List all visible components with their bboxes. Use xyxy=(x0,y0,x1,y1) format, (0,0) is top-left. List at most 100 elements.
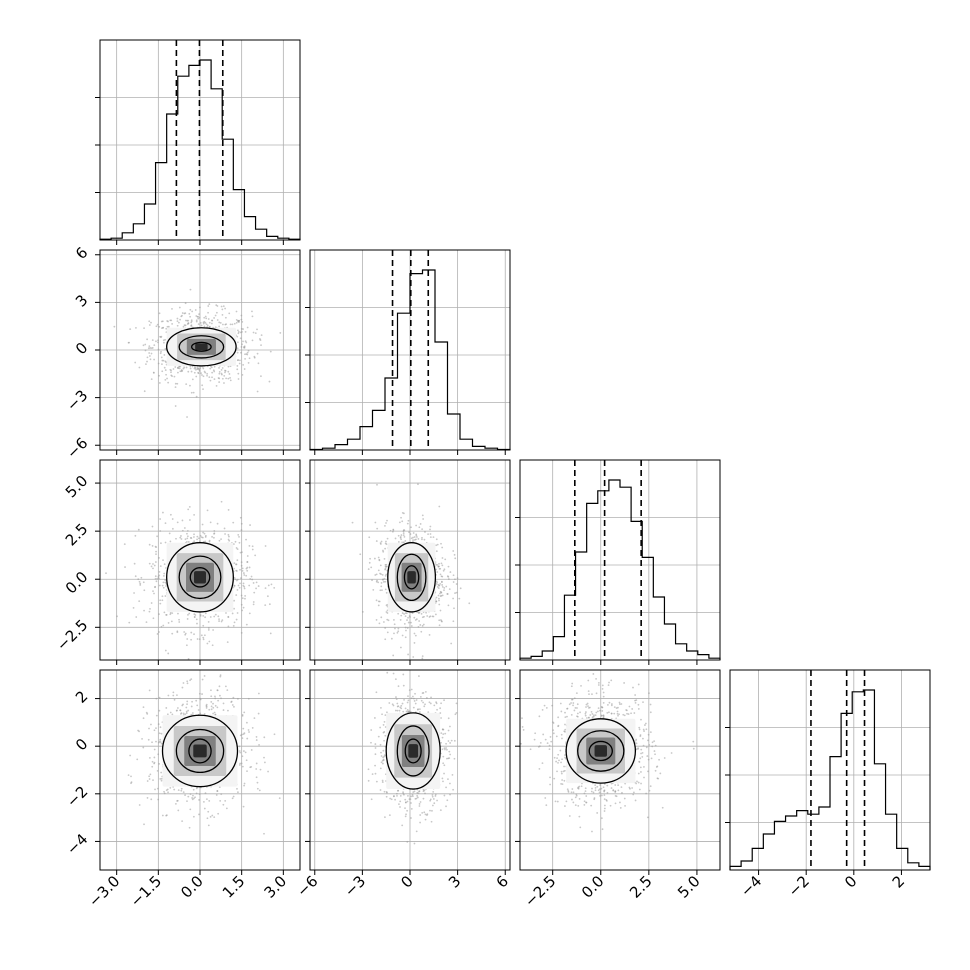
scatter-point xyxy=(384,580,387,583)
scatter-point xyxy=(164,347,167,350)
scatter-point xyxy=(211,376,213,379)
scatter-point xyxy=(414,634,417,637)
scatter-point xyxy=(247,349,250,352)
scatter-point xyxy=(145,621,148,624)
scatter-point xyxy=(613,712,616,715)
scatter-point xyxy=(635,782,638,785)
scatter-point xyxy=(235,569,238,572)
x-tick-label: 0 xyxy=(397,872,416,891)
scatter-point xyxy=(202,624,205,627)
scatter-point xyxy=(179,370,182,373)
scatter-point xyxy=(600,817,603,820)
scatter-point xyxy=(138,804,141,806)
scatter-point xyxy=(240,631,243,634)
scatter-point xyxy=(138,366,141,369)
scatter-point xyxy=(166,377,168,380)
scatter-point xyxy=(195,320,198,323)
scatter-point xyxy=(435,550,438,553)
scatter-point xyxy=(388,702,391,704)
scatter-point xyxy=(155,727,157,730)
scatter-point xyxy=(452,550,455,552)
scatter-point xyxy=(199,712,202,715)
scatter-point xyxy=(400,516,402,519)
scatter-point xyxy=(407,616,409,619)
scatter-point xyxy=(191,712,194,714)
scatter-point xyxy=(426,615,429,617)
scatter-point xyxy=(167,325,170,328)
scatter-point xyxy=(235,321,238,324)
scatter-point xyxy=(247,729,250,731)
scatter-point xyxy=(202,388,204,391)
scatter-point xyxy=(230,700,233,703)
scatter-point xyxy=(196,366,199,368)
scatter-point xyxy=(195,395,198,398)
scatter-panel-3-0: −3.0 −1.5 0.0 1.5 3.0−4−202 xyxy=(63,669,301,911)
scatter-point xyxy=(257,692,260,695)
scatter-point xyxy=(184,302,187,305)
scatter-point xyxy=(243,587,246,590)
scatter-point xyxy=(399,619,402,621)
scatter-point xyxy=(157,362,160,365)
scatter-point xyxy=(135,616,138,618)
scatter-point xyxy=(158,557,160,559)
scatter-point xyxy=(431,615,434,618)
scatter-point xyxy=(438,603,441,606)
scatter-point xyxy=(166,325,169,328)
scatter-point xyxy=(186,800,188,803)
scatter-point xyxy=(456,577,459,580)
scatter-point xyxy=(245,341,248,344)
scatter-point xyxy=(207,627,210,629)
scatter-point xyxy=(198,313,200,316)
scatter-point xyxy=(382,621,385,623)
scatter-point xyxy=(184,713,187,716)
scatter-point xyxy=(219,675,222,678)
scatter-point xyxy=(252,582,255,584)
scatter-point xyxy=(153,358,155,361)
scatter-point xyxy=(227,370,230,373)
scatter-point xyxy=(440,581,443,584)
scatter-point xyxy=(639,734,642,736)
scatter-point xyxy=(416,794,419,797)
scatter-point xyxy=(226,689,229,692)
scatter-point xyxy=(183,366,186,369)
scatter-point xyxy=(385,573,388,576)
scatter-point xyxy=(412,791,415,794)
scatter-point xyxy=(227,365,230,368)
scatter-point xyxy=(241,567,244,570)
scatter-point xyxy=(194,309,197,311)
scatter-point xyxy=(371,579,373,582)
scatter-point xyxy=(173,375,176,378)
scatter-point xyxy=(446,575,449,578)
scatter-point xyxy=(404,801,407,804)
scatter-point xyxy=(218,371,221,373)
scatter-point xyxy=(443,699,445,702)
scatter-point xyxy=(380,585,383,588)
scatter-point xyxy=(619,801,621,804)
scatter-point xyxy=(223,382,225,384)
scatter-point xyxy=(431,794,434,796)
scatter-point xyxy=(399,794,402,797)
scatter-point xyxy=(225,377,228,380)
scatter-point xyxy=(187,541,190,543)
scatter-point xyxy=(160,771,163,774)
scatter-point xyxy=(193,633,195,636)
scatter-point xyxy=(208,708,211,711)
scatter-point xyxy=(212,702,214,705)
scatter-point xyxy=(434,613,437,616)
scatter-point xyxy=(406,522,409,525)
hist-panel-2 xyxy=(515,459,721,665)
scatter-point xyxy=(257,585,260,587)
scatter-point xyxy=(415,534,418,537)
scatter-point xyxy=(149,358,152,361)
scatter-point xyxy=(225,612,227,614)
scatter-point xyxy=(452,574,455,577)
scatter-point xyxy=(167,320,169,323)
scatter-point xyxy=(176,320,179,323)
scatter-point xyxy=(227,709,229,712)
scatter-point xyxy=(383,557,386,560)
scatter-point xyxy=(421,536,423,539)
scatter-point xyxy=(413,700,416,702)
scatter-point xyxy=(439,809,442,812)
scatter-point xyxy=(418,803,421,805)
scatter-point xyxy=(142,344,145,347)
